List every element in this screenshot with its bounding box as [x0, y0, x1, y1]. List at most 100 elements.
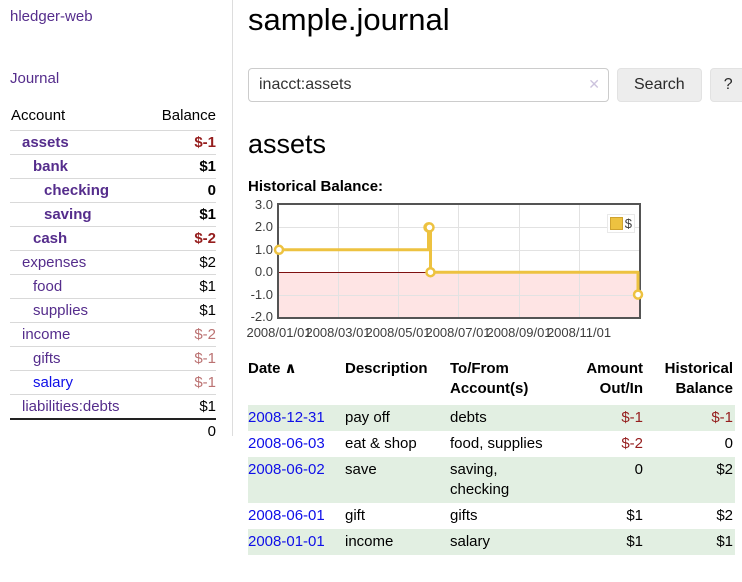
sort-asc-icon[interactable]: ∧ [284, 360, 297, 377]
y-tick-label: -1.0 [250, 286, 273, 302]
account-balance: 0 [146, 178, 216, 203]
y-tick-label: 3.0 [254, 197, 273, 212]
v-gridline [458, 205, 460, 317]
date-cell: 2008-01-01 [248, 529, 345, 555]
x-tick-label: 2008/07/01 [425, 325, 491, 340]
account-row: saving $1 [10, 202, 216, 227]
search-input[interactable] [248, 68, 609, 102]
account-heading: assets [248, 129, 327, 159]
x-tick-label: 2008/09/01 [486, 325, 552, 340]
account-balance: $-1 [146, 130, 216, 155]
amount-cell: $-2 [621, 435, 643, 452]
register-row: 2008-06-02 save saving, checking 0 $2 [248, 457, 735, 503]
sidebar-account-link[interactable]: supplies [33, 302, 89, 319]
sidebar-account-link[interactable]: assets [22, 134, 69, 151]
sidebar-account-link[interactable]: checking [44, 182, 110, 199]
date-link[interactable]: 2008-01-01 [248, 533, 325, 550]
accounts-body: assets $-1 bank $1 checking 0 saving $1 cash $-2 e… [10, 130, 216, 419]
amount-cell: $-1 [621, 409, 643, 426]
series-plot [273, 222, 644, 300]
y-tick-label: -2.0 [250, 309, 273, 324]
account-row: cash $-2 [10, 226, 216, 251]
search-form: ✕ Search ? [248, 68, 742, 102]
account-row: food $1 [10, 274, 216, 299]
account-row: liabilities:debts $1 [10, 394, 216, 419]
balance-cell: $2 [716, 461, 733, 478]
account-row: gifts $-1 [10, 346, 216, 371]
data-point-marker [425, 266, 436, 278]
sidebar-account-link[interactable]: food [33, 278, 63, 295]
sidebar-account-link[interactable]: liabilities:debts [22, 398, 120, 415]
register-row: 2008-12-31 pay off debts $-1 $-1 [248, 405, 735, 431]
register-header-description: Description [345, 360, 428, 377]
account-balance: $2 [146, 250, 216, 275]
sidebar-account-link[interactable]: expenses [22, 254, 87, 271]
data-point-marker [632, 289, 644, 300]
accounts-total-value: 0 [146, 418, 216, 443]
sidebar-account-link[interactable]: salary [33, 374, 74, 391]
accounts-table: Account Balance assets $-1 bank $1 checking 0… [10, 103, 216, 443]
balance-cell: 0 [724, 435, 733, 452]
series-line [279, 225, 640, 295]
date-cell: 2008-06-01 [248, 503, 345, 529]
account-row: expenses $2 [10, 250, 216, 275]
accounts-cell: salary [450, 533, 491, 550]
register-table: Date ∧ Description To/From Account(s) Amo… [248, 359, 735, 555]
account-row: salary $-1 [10, 370, 216, 395]
date-link[interactable]: 2008-06-03 [248, 435, 325, 452]
x-tick-label: 2008/05/01 [365, 325, 431, 340]
account-row: supplies $1 [10, 298, 216, 323]
amount-cell: 0 [634, 461, 643, 478]
register-row: 2008-06-03 eat & shop food, supplies $-2 0 [248, 431, 735, 457]
y-tick-label: 2.0 [254, 219, 273, 235]
date-cell: 2008-12-31 [248, 405, 345, 431]
sidebar-account-link[interactable]: gifts [33, 350, 61, 367]
register-row: 2008-01-01 income salary $1 $1 [248, 529, 735, 555]
chart-title: Historical Balance: [248, 178, 384, 195]
date-cell: 2008-06-02 [248, 457, 345, 503]
balance-cell: $-1 [711, 409, 733, 426]
balance-cell: $2 [716, 507, 733, 524]
account-balance: $-1 [146, 346, 216, 371]
sidebar-account-link[interactable]: income [22, 326, 71, 343]
accounts-cell: saving, checking [450, 461, 510, 498]
brand-link[interactable]: hledger-web [10, 8, 93, 25]
accounts-total-spacer [10, 418, 147, 443]
date-cell: 2008-06-03 [248, 431, 345, 457]
account-balance: $1 [146, 274, 216, 299]
plot-area: $ [273, 203, 644, 319]
register-header-amount: Amount Out/In [586, 360, 643, 397]
register-header-balance: Historical Balance [664, 360, 733, 397]
search-button[interactable]: Search [617, 68, 702, 102]
accounts-cell: debts [450, 409, 487, 426]
date-link[interactable]: 2008-06-01 [248, 507, 325, 524]
sidebar-account-link[interactable]: cash [33, 230, 68, 247]
balance-chart: $ 3.0 2.0 1.0 0.0 -1.0 -2.0 2008/01/01 2008/03/… [246, 197, 688, 347]
account-balance: $1 [146, 202, 216, 227]
accounts-header-account: Account [11, 107, 66, 124]
account-balance: $-1 [146, 370, 216, 395]
sidebar-item-journal[interactable]: Journal [10, 70, 60, 87]
description-cell: eat & shop [345, 435, 417, 452]
account-balance: $-2 [146, 226, 216, 251]
sidebar-account-link[interactable]: saving [44, 206, 92, 223]
register-header-accounts: To/From Account(s) [450, 360, 529, 397]
x-tick-label: 2008/01/01 [246, 325, 312, 340]
date-link[interactable]: 2008-06-02 [248, 461, 325, 478]
sidebar-account-link[interactable]: bank [33, 158, 69, 175]
v-gridline [338, 205, 340, 317]
date-link[interactable]: 2008-12-31 [248, 409, 325, 426]
accounts-total-row: 0 [10, 418, 216, 443]
amount-cell: $1 [626, 533, 643, 550]
x-tick-label: 2008/11/01 [546, 325, 612, 340]
data-point-marker [424, 222, 435, 233]
description-cell: pay off [345, 409, 390, 426]
balance-cell: $1 [716, 533, 733, 550]
register-header-date[interactable]: Date ∧ [248, 360, 297, 377]
clear-search-icon[interactable]: ✕ [588, 76, 600, 92]
page-title: sample.journal [248, 2, 450, 37]
help-button[interactable]: ? [709, 68, 742, 102]
description-cell: save [345, 461, 377, 478]
account-row: checking 0 [10, 178, 216, 203]
v-gridline [579, 205, 580, 317]
